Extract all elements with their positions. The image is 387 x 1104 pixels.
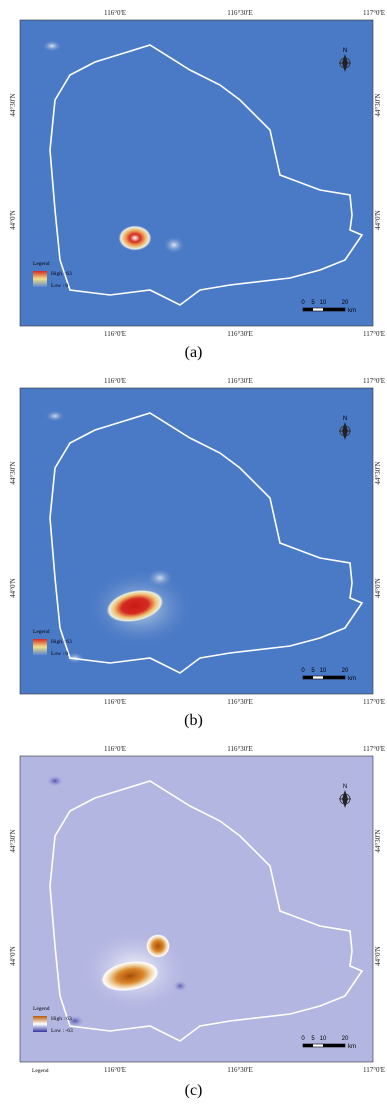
map-a-svg: 116°0'E 116°30'E 117°0'E 116°0'E 116°30'…: [9, 9, 385, 338]
svg-text:0: 0: [301, 668, 305, 674]
legend-title-c: Legend: [33, 1006, 50, 1012]
lat-left-2: 44°0'N: [9, 946, 17, 966]
lon-top-1: 116°0'E: [104, 745, 126, 753]
lon-bottom-3: 117°0'E: [363, 330, 385, 338]
lat-right-2: 44°0'N: [374, 946, 382, 966]
lon-bottom-3: 117°0'E: [363, 1066, 385, 1074]
caption-a: (a): [184, 344, 203, 361]
north-label: N: [343, 48, 347, 54]
legend-low-a: Low : 0: [51, 283, 68, 289]
lat-left-1: 44°30'N: [9, 93, 17, 116]
scale-bar-a: 0 5 10 20 km: [301, 300, 356, 314]
legend-swatch-c: [33, 1016, 47, 1032]
legend-high-c: High : 63: [51, 1016, 72, 1022]
lon-bottom-2: 116°30'E: [227, 698, 253, 706]
map-a-blob: [163, 236, 185, 254]
svg-text:20: 20: [342, 300, 349, 306]
map-c-cold-blob: [46, 775, 64, 787]
svg-text:km: km: [348, 308, 356, 314]
svg-text:km: km: [348, 1044, 356, 1050]
map-b-blob: [146, 568, 174, 588]
svg-text:5: 5: [311, 300, 315, 306]
lat-left-2: 44°0'N: [9, 578, 17, 598]
legend-low-c: Low : -63: [51, 1028, 73, 1034]
lat-right-1: 44°30'N: [374, 93, 382, 116]
extra-legend-label-c: Legend: [32, 1068, 49, 1074]
map-panel-a: 116°0'E 116°30'E 117°0'E 116°0'E 116°30'…: [0, 0, 387, 361]
north-arrow-icon: N: [339, 48, 351, 72]
lon-top-1: 116°0'E: [104, 377, 126, 385]
lon-bottom-2: 116°30'E: [227, 1066, 253, 1074]
map-a-frame: [19, 19, 374, 327]
svg-text:20: 20: [342, 1036, 349, 1042]
lon-bottom-1: 116°0'E: [104, 698, 126, 706]
svg-text:10: 10: [320, 668, 327, 674]
svg-text:10: 10: [320, 300, 327, 306]
map-a-hotspot: [118, 225, 152, 251]
map-b-svg: 116°0'E 116°30'E 117°0'E 116°0'E 116°30'…: [9, 377, 385, 706]
map-panel-b: 116°0'E 116°30'E 117°0'E 116°0'E 116°30'…: [0, 368, 387, 729]
map-c-hotspot-2: [146, 934, 170, 958]
legend-high-b: High : 63: [51, 639, 72, 645]
map-c-svg: 116°0'E 116°30'E 117°0'E 116°0'E 116°30'…: [9, 745, 385, 1074]
svg-text:0: 0: [301, 300, 305, 306]
lon-top-3: 117°0'E: [363, 9, 385, 17]
map-a-blob: [42, 40, 62, 52]
lat-left-1: 44°30'N: [9, 461, 17, 484]
svg-text:km: km: [348, 676, 356, 682]
map-panel-c: 116°0'E 116°30'E 117°0'E 116°0'E 116°30'…: [0, 736, 387, 1104]
county-boundary-c: [49, 780, 364, 1042]
caption-c: (c): [184, 1082, 203, 1099]
svg-text:5: 5: [311, 668, 315, 674]
lon-top-2: 116°30'E: [227, 745, 253, 753]
north-label: N: [343, 784, 347, 790]
legend-swatch-b: [33, 639, 47, 655]
legend-title-a: Legend: [33, 261, 50, 267]
lat-right-2: 44°0'N: [374, 578, 382, 598]
lon-top-2: 116°30'E: [227, 9, 253, 17]
north-arrow-icon: N: [339, 784, 351, 808]
lon-top-3: 117°0'E: [363, 377, 385, 385]
scale-bar-b: 0 5 10 20 km: [301, 668, 356, 682]
lon-bottom-3: 117°0'E: [363, 698, 385, 706]
lon-bottom-1: 116°0'E: [104, 1066, 126, 1074]
legend-title-b: Legend: [33, 629, 50, 635]
map-b-frame: [19, 387, 374, 695]
legend-high-a: High : 63: [51, 271, 72, 277]
lon-top-1: 116°0'E: [104, 9, 126, 17]
map-b-blob: [45, 410, 65, 422]
lat-right-1: 44°30'N: [374, 461, 382, 484]
legend-low-b: Low : 0: [51, 651, 68, 657]
lat-right-2: 44°0'N: [374, 210, 382, 230]
north-label: N: [343, 416, 347, 422]
lat-left-2: 44°0'N: [9, 210, 17, 230]
caption-b: (b): [184, 712, 203, 729]
legend-swatch-a: [33, 271, 47, 287]
map-c-hotspot: [100, 960, 160, 992]
svg-text:10: 10: [320, 1036, 327, 1042]
lon-top-3: 117°0'E: [363, 745, 385, 753]
lat-right-1: 44°30'N: [374, 829, 382, 852]
lon-bottom-2: 116°30'E: [227, 330, 253, 338]
north-arrow-icon: N: [339, 416, 351, 440]
scale-bar-c: 0 5 10 20 km: [301, 1036, 356, 1050]
lat-left-1: 44°30'N: [9, 829, 17, 852]
map-b-hotspot: [105, 589, 165, 623]
lon-top-2: 116°30'E: [227, 377, 253, 385]
svg-text:20: 20: [342, 668, 349, 674]
svg-text:0: 0: [301, 1036, 305, 1042]
svg-text:5: 5: [311, 1036, 315, 1042]
lon-bottom-1: 116°0'E: [104, 330, 126, 338]
county-boundary-a: [49, 44, 364, 306]
county-boundary-b: [49, 412, 364, 674]
